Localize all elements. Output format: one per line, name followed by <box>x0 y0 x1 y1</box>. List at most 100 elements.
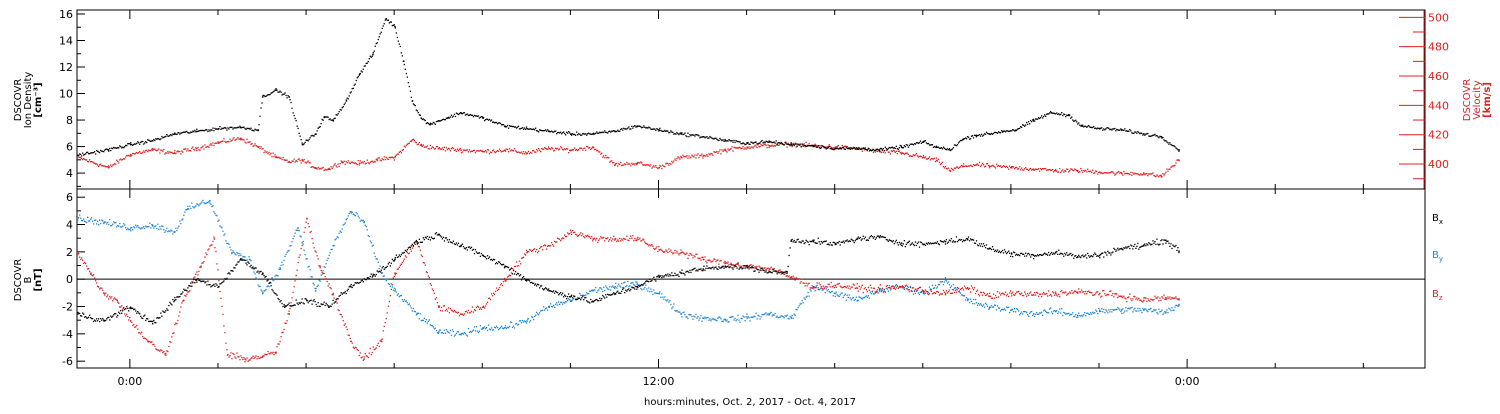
by-series-point <box>1110 309 1111 310</box>
by-series-point <box>624 282 625 283</box>
bz-series-point <box>869 290 870 291</box>
density-series-point <box>207 131 208 132</box>
bz-series-sample <box>438 307 440 309</box>
bz-series-sample <box>103 293 105 295</box>
bz-series-point <box>81 257 82 258</box>
density-series-point <box>1075 120 1076 121</box>
by-series-point <box>579 293 580 294</box>
bz-series-point <box>537 252 538 253</box>
velocity-series-point <box>655 165 656 166</box>
by-series-point <box>918 292 919 293</box>
by-series-point <box>216 215 217 216</box>
bz-series-point <box>1085 291 1086 292</box>
by-series-point <box>273 279 274 280</box>
density-series-point <box>815 145 816 146</box>
bz-series-point <box>884 289 885 290</box>
velocity-series-point <box>1132 172 1133 173</box>
bz-series-point <box>882 288 883 289</box>
by-series-point <box>815 290 816 291</box>
bz-series-point <box>545 245 546 246</box>
velocity-series-point <box>271 156 272 157</box>
bz-series-sample <box>227 354 229 356</box>
bz-series-point <box>999 292 1000 293</box>
velocity-series-point <box>537 150 538 151</box>
density-series-point <box>209 130 210 131</box>
bz-series-point <box>618 241 619 242</box>
density-series-point <box>907 144 908 145</box>
by-series-point <box>965 299 966 300</box>
by-series-sample <box>416 313 418 315</box>
bz-series-point <box>943 290 944 291</box>
velocity-series-point <box>431 148 432 149</box>
velocity-series-point <box>1081 170 1082 171</box>
by-series-point <box>833 295 834 296</box>
bz-series-point <box>459 315 460 316</box>
velocity-series-point <box>456 151 457 152</box>
bz-series-point <box>833 285 834 286</box>
density-series-point <box>622 130 623 131</box>
bz-series-point <box>203 261 204 262</box>
bz-series-point <box>579 234 580 235</box>
density-series-point <box>1061 112 1062 113</box>
bx-series-point <box>270 285 271 286</box>
bz-series-point <box>599 238 600 239</box>
density-series-point <box>1154 134 1155 135</box>
bz-series-point <box>880 284 881 285</box>
bz-series-point <box>367 356 368 357</box>
bz-series-sample <box>1011 293 1013 295</box>
by-series-point <box>667 299 668 300</box>
by-series-point <box>1126 310 1127 311</box>
velocity-series-point <box>719 149 720 150</box>
velocity-series-point <box>350 163 351 164</box>
velocity-series-point <box>344 161 345 162</box>
bz-series-point <box>386 318 387 319</box>
velocity-series-point <box>124 158 125 159</box>
by-series-point <box>1147 311 1148 312</box>
velocity-series-point <box>641 162 642 163</box>
velocity-series-point <box>889 152 890 153</box>
density-series-point <box>341 109 342 110</box>
by-series-point <box>695 314 696 315</box>
bz-series-point <box>252 356 253 357</box>
by-series-point <box>254 273 255 274</box>
bz-series-point <box>515 266 516 267</box>
density-series-sample <box>333 120 335 122</box>
bz-series-point <box>1011 295 1012 296</box>
by-series-point <box>303 244 304 245</box>
bz-series-sample <box>289 313 291 315</box>
bz-series-point <box>850 288 851 289</box>
bz-series-point <box>632 235 633 236</box>
density-series-point <box>299 133 300 134</box>
by-series-point <box>155 225 156 226</box>
by-series-point <box>291 241 292 242</box>
bz-series-point <box>422 256 423 257</box>
velocity-series-point <box>686 155 687 156</box>
bz-series-point <box>1142 301 1143 302</box>
velocity-series-sample <box>976 164 978 166</box>
velocity-series-point <box>222 141 223 142</box>
bz-series-point <box>173 332 174 333</box>
by-series-point <box>878 292 879 293</box>
velocity-series-point <box>488 149 489 150</box>
density-series-point <box>524 127 525 128</box>
bz-series-sample <box>901 286 903 288</box>
by-series-point <box>944 281 945 282</box>
by-series-point <box>1124 311 1125 312</box>
by-series-point <box>596 292 597 293</box>
bz-series-point <box>897 285 898 286</box>
by-series-point <box>708 320 709 321</box>
velocity-series-point <box>1174 165 1175 166</box>
density-series-point <box>407 77 408 78</box>
density-series-point <box>417 110 418 111</box>
bz-series-point <box>992 298 993 299</box>
bz-series-point <box>1081 289 1082 290</box>
density-series-point <box>287 95 288 96</box>
by-series-point <box>509 326 510 327</box>
by-series-point <box>176 230 177 231</box>
velocity-series-point <box>489 153 490 154</box>
bz-series-point <box>958 288 959 289</box>
density-series-point <box>285 95 286 96</box>
bz-series-point <box>441 307 442 308</box>
bz-series-point <box>1122 297 1123 298</box>
by-series-point <box>452 329 453 330</box>
